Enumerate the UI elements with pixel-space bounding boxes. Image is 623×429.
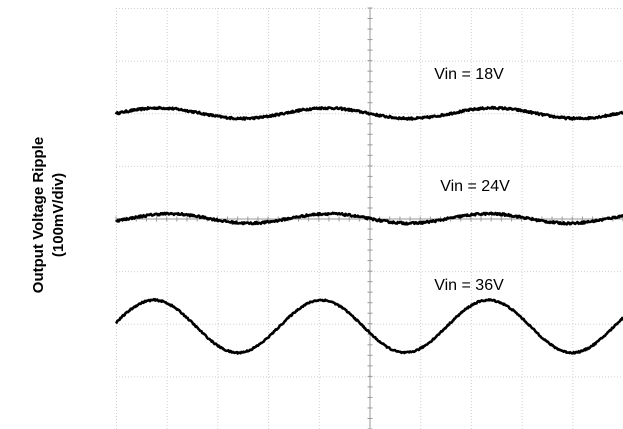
- waveform-trace-0: [114, 105, 623, 121]
- trace-labels: Vin = 18V Vin = 24V Vin = 36V: [434, 66, 510, 294]
- y-axis-label: Output Voltage Ripple: [30, 137, 47, 293]
- waveform-trace-1: [115, 211, 623, 226]
- y-axis-unit-label: (100mV/div): [50, 173, 67, 257]
- trace-label-2: Vin = 36V: [434, 277, 504, 294]
- trace-label-0: Vin = 18V: [434, 66, 504, 83]
- waveform-trace-2: [114, 298, 623, 355]
- trace-label-1: Vin = 24V: [440, 178, 510, 195]
- waveform-traces: [114, 105, 623, 355]
